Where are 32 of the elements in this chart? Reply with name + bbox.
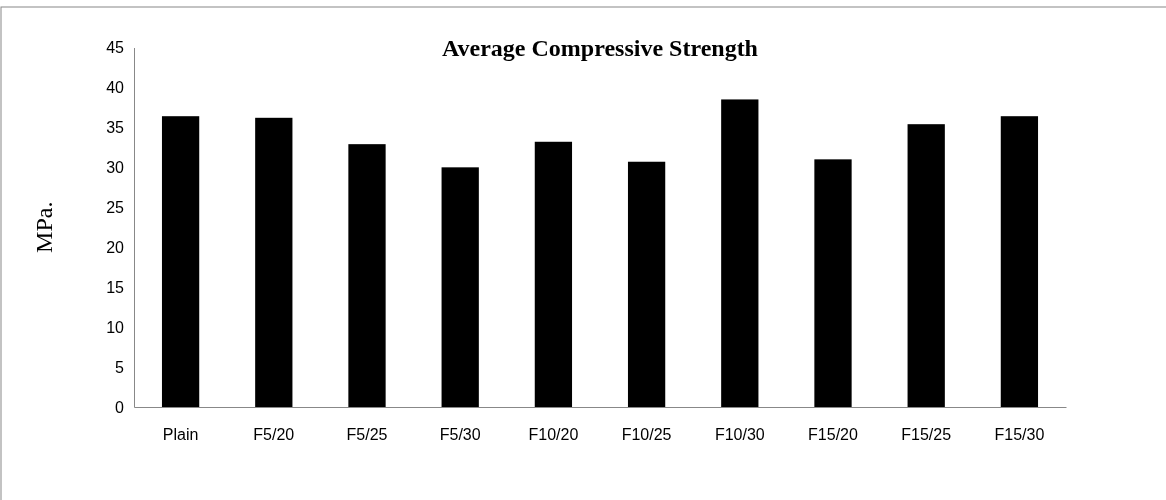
y-tick-label: 45 xyxy=(106,39,125,57)
x-tick-label: F15/30 xyxy=(994,426,1045,444)
bar xyxy=(534,141,573,407)
y-tick-label: 40 xyxy=(106,79,125,97)
bar xyxy=(721,99,759,407)
x-tick-label: F10/25 xyxy=(621,426,672,444)
y-tick-label: 0 xyxy=(115,398,125,416)
x-tick-label: F10/20 xyxy=(528,426,579,444)
x-tick-label: F10/30 xyxy=(714,426,765,444)
y-tick-label: 25 xyxy=(106,198,125,216)
bar xyxy=(348,144,386,407)
x-tick-label: F15/25 xyxy=(901,426,952,444)
bar xyxy=(1000,116,1039,407)
x-tick-label: Plain xyxy=(162,426,199,444)
bar xyxy=(814,159,852,407)
y-tick-label: 20 xyxy=(106,238,125,256)
y-tick-label: 10 xyxy=(106,318,125,336)
y-tick-label: 30 xyxy=(106,158,125,176)
bar xyxy=(907,124,945,407)
y-tick-label: 35 xyxy=(106,119,125,137)
y-tick-label: 15 xyxy=(106,278,125,296)
y-axis-title: MPa. xyxy=(31,201,57,253)
x-tick-label: F5/30 xyxy=(439,426,481,444)
y-tick-label: 5 xyxy=(115,358,125,376)
x-tick-label: F5/25 xyxy=(346,426,388,444)
bar xyxy=(441,167,479,407)
chart-title: Average Compressive Strength xyxy=(442,35,758,61)
x-tick-label: F15/20 xyxy=(808,426,859,444)
bar xyxy=(627,161,666,407)
bar xyxy=(161,116,200,407)
x-tick-label: F5/20 xyxy=(253,426,295,444)
bar xyxy=(255,117,293,407)
